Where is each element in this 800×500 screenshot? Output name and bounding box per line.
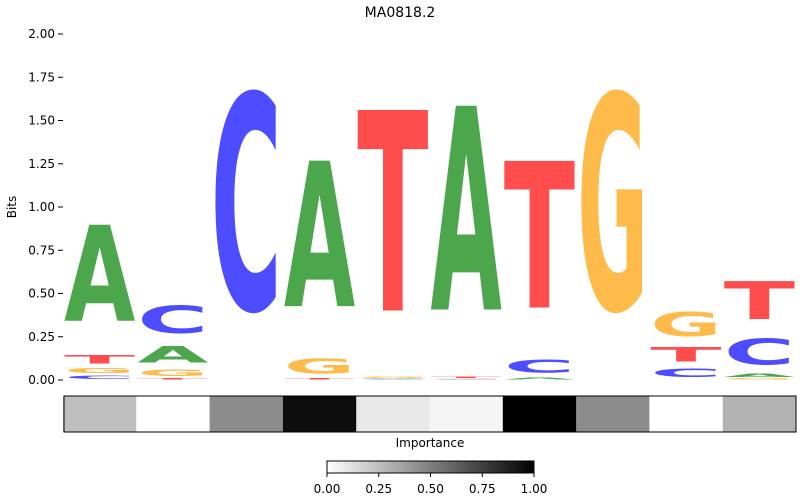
y-tick-label: 0.25	[28, 330, 55, 344]
logo-letter-t: T	[650, 344, 721, 367]
y-tick-label: 0.75	[28, 243, 55, 257]
logo-letter-g: G	[137, 368, 208, 378]
importance-cell	[209, 396, 284, 432]
y-tick-label: 0.50	[28, 287, 55, 301]
colorbar-tick-label: 0.25	[365, 482, 392, 496]
logo-letter-t: T	[357, 57, 428, 377]
logo-letter-a: A	[431, 52, 502, 377]
importance-cell	[356, 396, 430, 432]
logo-letter-t: T	[64, 352, 136, 366]
importance-cell	[63, 396, 137, 432]
logo-letter-g: G	[577, 36, 648, 379]
importance-cell	[136, 396, 211, 432]
logo-letter-g: G	[284, 354, 355, 378]
y-tick-label: 1.25	[28, 157, 55, 171]
logo-letter-a: A	[357, 378, 429, 379]
logo-letter-a: A	[284, 121, 355, 353]
colorbar-tick-label: 0.00	[314, 482, 341, 496]
logo-letter-c: C	[724, 332, 795, 373]
y-tick-label: 1.00	[28, 200, 55, 214]
colorbar-tick-label: 1.00	[521, 482, 548, 496]
logo-letter-a: A	[504, 377, 576, 380]
logo-letter-t: T	[431, 377, 503, 379]
logo-letter-g: G	[64, 366, 135, 375]
logo-letter-c: C	[357, 379, 428, 380]
logo-letter-t: T	[724, 271, 795, 331]
y-tick-label: 2.00	[28, 27, 55, 41]
logo-letter-t: T	[504, 121, 575, 356]
logo-letter-c: C	[137, 299, 208, 342]
importance-cell	[429, 396, 504, 432]
logo-letter-g: G	[724, 378, 795, 380]
colorbar-tick-label: 0.75	[469, 482, 496, 496]
importance-heatmap	[63, 395, 797, 433]
colorbar-tick-label: 0.50	[417, 482, 444, 496]
logo-letter-g: G	[431, 378, 502, 379]
y-axis: 0.00 0.25 0.50 0.75 1.00 1.25 1.50 1.75 2.00	[28, 27, 63, 387]
colorbar-gradient	[326, 460, 535, 474]
logo-letter-t: T	[137, 378, 209, 380]
logo-letter-a: A	[137, 342, 208, 368]
logo-letter-a: A	[64, 199, 135, 352]
importance-cell	[649, 396, 724, 432]
y-tick-label: 1.75	[28, 70, 55, 84]
logo-letter-a: A	[724, 373, 796, 378]
importance-cell	[502, 396, 577, 432]
logo-letter-t: T	[284, 378, 356, 380]
chart-title: MA0818.2	[365, 5, 436, 21]
logo-letter-g: G	[357, 377, 428, 379]
y-tick-label: 1.50	[28, 114, 55, 128]
importance-cell	[282, 396, 357, 432]
importance-cell	[722, 396, 797, 432]
logo-letter-c: C	[504, 356, 575, 377]
importance-cell	[576, 396, 650, 432]
logo-letter-c: C	[211, 35, 282, 379]
logo-letter-c: C	[64, 375, 135, 380]
logo-letter-g: G	[650, 306, 721, 344]
logo-letter-c: C	[431, 379, 502, 380]
importance-label: Importance	[396, 436, 465, 450]
y-axis-label: Bits	[5, 196, 19, 219]
logo-letter-c: C	[650, 366, 721, 380]
colorbar: 0.00 0.25 0.50 0.75 1.00	[314, 460, 548, 496]
heatmap-frame	[63, 395, 797, 433]
y-tick-label: 0.00	[28, 373, 55, 387]
